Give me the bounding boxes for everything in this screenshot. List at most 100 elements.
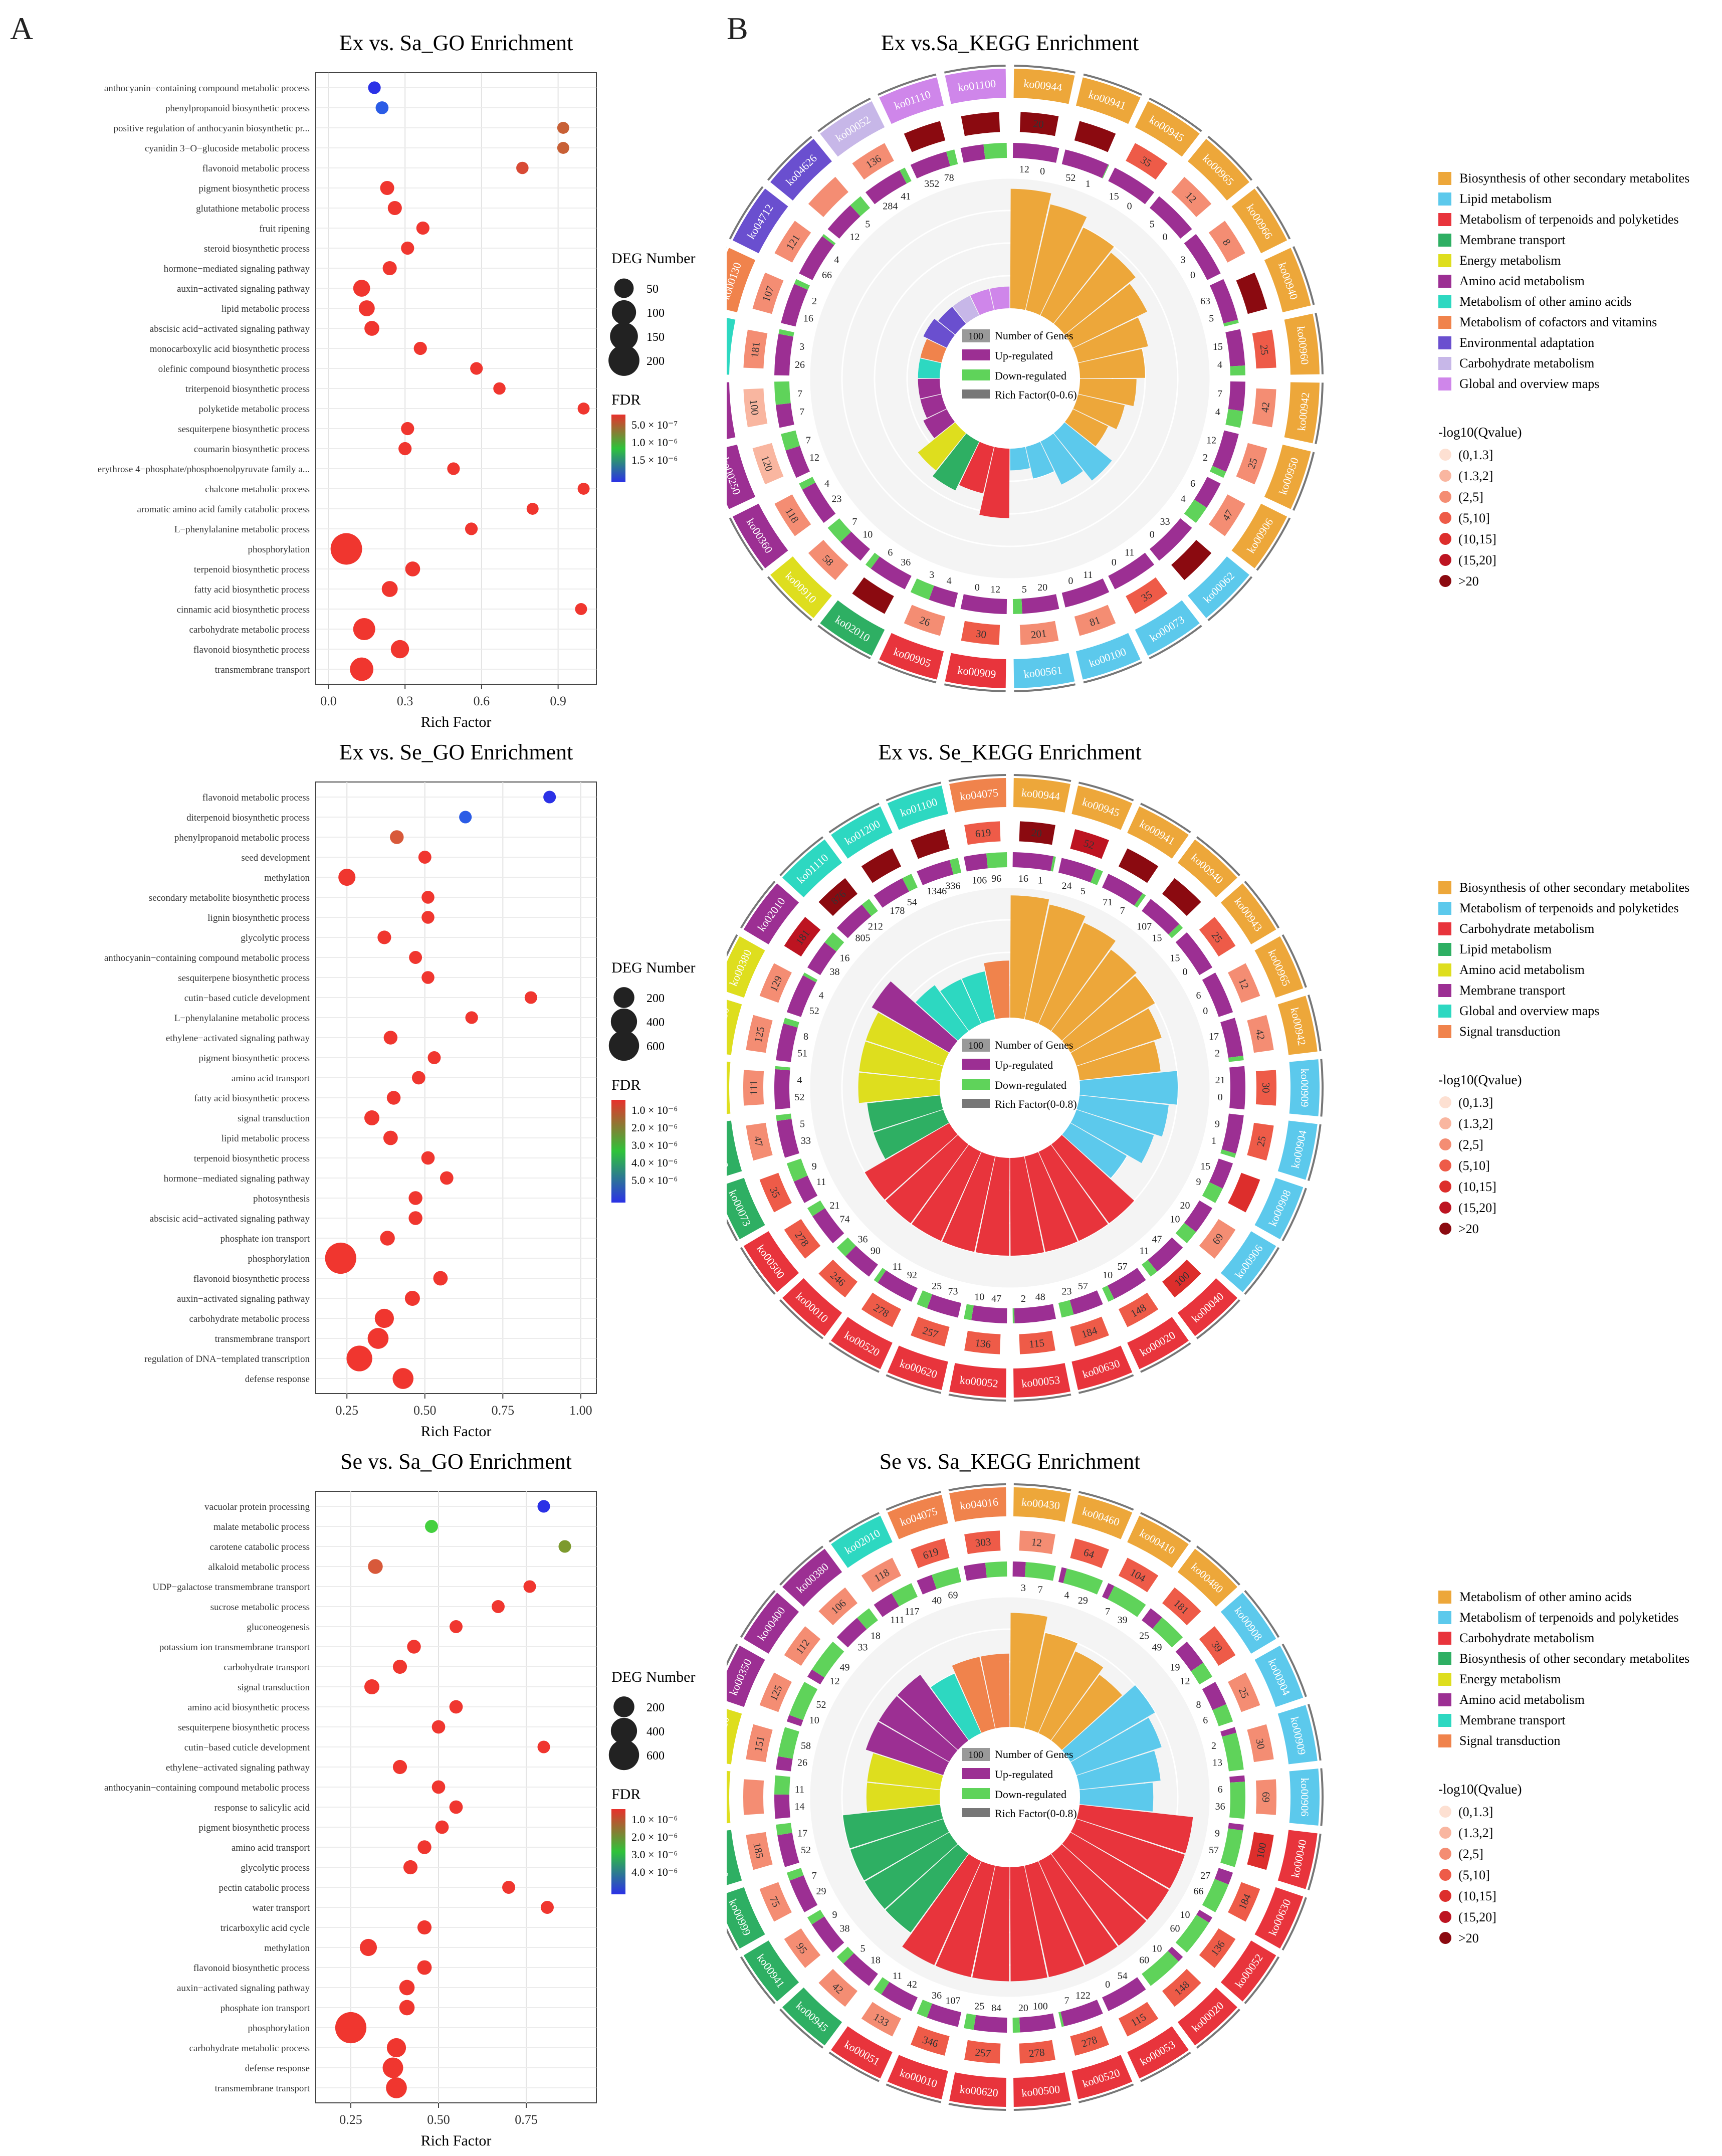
- term-label-signal-transduction: signal transduction: [238, 1113, 310, 1124]
- kegg-genes-ko00905: [904, 605, 946, 636]
- fdr-legend-label: 2.0 × 10⁻⁶: [631, 1831, 678, 1843]
- qvalue-legend-label: (0,1.3]: [1458, 1095, 1493, 1110]
- kegg-term-ko00051: [831, 2026, 893, 2079]
- kegg-down-count-ko00250: 7: [806, 435, 811, 446]
- go-point-amino-acid-biosynthetic-process: [449, 1700, 463, 1714]
- kegg-down-count-ko00941: 9: [832, 1909, 837, 1920]
- qvalue-legend-dot: [1439, 1869, 1451, 1881]
- kegg-up-count-ko00040: 9: [1215, 1828, 1220, 1839]
- kegg-up-ko00965: [1149, 196, 1192, 239]
- kegg-down-ko00500: [807, 1200, 825, 1217]
- qvalue-legend-title: -log10(Qvalue): [1438, 1782, 1522, 1797]
- fdr-legend-label: 1.0 × 10⁻⁶: [631, 436, 678, 449]
- kegg-up-count-ko00940: 52: [801, 1845, 811, 1856]
- kegg-up-ko00904: [1221, 1113, 1244, 1154]
- term-label-methylation: methylation: [264, 873, 310, 883]
- kegg-rich-bar-ko00052: [975, 1156, 1010, 1256]
- kegg-up-count-ko00906: 6: [1190, 478, 1195, 489]
- kegg-rich-bar-ko00620: [942, 1152, 995, 1252]
- go-point-carbohydrate-metabolic-process: [386, 2038, 406, 2058]
- kegg-down-count-ko00100: 0: [1068, 575, 1073, 586]
- kegg-up-count-ko00965: 6: [1196, 990, 1201, 1001]
- term-label-anthocyanin-containing-compound-metabolic-process: anthocyanin−containing compound metaboli…: [104, 953, 310, 963]
- kegg-term-ko00053: [1013, 1363, 1070, 1398]
- kegg-down-ko00942: [1225, 409, 1243, 428]
- kegg-term-ko02010: [831, 1515, 893, 1568]
- kegg-rich-bar-ko01100: [962, 971, 995, 1024]
- kegg-term-ko00073: [716, 1178, 765, 1240]
- kegg-up-count-ko00052: 47: [991, 1293, 1001, 1304]
- qvalue-legend-label: >20: [1458, 1931, 1479, 1945]
- category-legend-label-metabolism-of-other-amino-acids: Metabolism of other amino acids: [1459, 294, 1632, 309]
- kegg-down-count-ko00906: 4: [1181, 494, 1186, 505]
- kegg-rich-bar-ko00010: [935, 1861, 995, 1978]
- kegg-down-ko00380: [774, 381, 791, 405]
- kegg-genes-ko00620: [964, 2040, 1001, 2064]
- go-point-olefinic-compound-biosynthetic-process: [470, 362, 483, 375]
- kegg-scale-ko04075: [948, 774, 1006, 782]
- x-tick-label: 0.75: [515, 2112, 538, 2127]
- kegg-down-count-ko00965: 0: [1163, 232, 1168, 243]
- kegg-scale-ko02010: [740, 881, 776, 929]
- center-hole: [940, 1018, 1080, 1158]
- key-up-label: Up-regulated: [995, 349, 1053, 362]
- kegg-genes-ko00910: [808, 540, 848, 580]
- go-point-glycolytic-process: [377, 930, 391, 944]
- kegg-rich-bar-ko00943: [1062, 975, 1155, 1053]
- kegg-down-ko00942: [1228, 1055, 1244, 1062]
- kegg-up-count-ko00940: 63: [1200, 296, 1210, 307]
- kegg-down-count-ko00520: 7: [1064, 1995, 1069, 2006]
- kegg-term-ko00053: [1127, 2026, 1189, 2079]
- kegg-rich-bar-ko01200: [940, 979, 981, 1031]
- kegg-up-ko01200: [874, 878, 910, 908]
- kegg-rich-bar-ko00630: [1070, 1819, 1185, 1889]
- kegg-up-ko02010: [807, 942, 836, 975]
- term-label-photosynthesis: photosynthesis: [253, 1194, 310, 1204]
- kegg-term-ko00909: [1277, 1705, 1318, 1765]
- key-down-label: Down-regulated: [995, 1079, 1066, 1091]
- kegg-rich-bar-ko00908: [1062, 1685, 1155, 1762]
- kegg-down-ko04075: [931, 1567, 962, 1589]
- kegg-rich-bar-ko00380: [918, 378, 942, 399]
- kegg-term-ko00010: [782, 1278, 842, 1336]
- kegg-up-ko00053: [1102, 1977, 1146, 2011]
- go-point-carbohydrate-transport: [392, 1659, 407, 1674]
- kegg-term-ko00942: [1277, 996, 1318, 1055]
- panel-label-a: A: [10, 11, 34, 46]
- kegg-down-count-ko00460: 29: [1078, 1595, 1088, 1606]
- kegg-up-count-ko00945: 24: [1061, 881, 1071, 892]
- kegg-down-ko00052: [1175, 1914, 1209, 1953]
- kegg-scale-ko00906: [1256, 517, 1291, 571]
- kegg-rich-bar-ko00062: [1053, 422, 1112, 481]
- kegg-rich-bar-ko00941: [1025, 204, 1087, 315]
- go-point-cyanidin-3-o-glucoside-metabolic-process: [557, 142, 569, 154]
- kegg-genes-ko00941: [1074, 121, 1116, 152]
- go-point-pigment-biosynthetic-process: [427, 1051, 441, 1064]
- key-genes-value: 100: [968, 331, 983, 342]
- kegg-up-ko04075: [964, 853, 988, 872]
- deg-legend-label: 400: [647, 1016, 665, 1029]
- kegg-term-ko00380: [716, 936, 765, 998]
- kegg-scale-ko04016: [948, 1483, 1006, 1492]
- kegg-down-count-ko00380: 4: [819, 990, 824, 1001]
- kegg-up-count-ko01100: 1346: [927, 886, 947, 897]
- kegg-down-ko00710: [778, 1727, 799, 1759]
- key-number-of-genes: Number of Genes: [995, 1039, 1073, 1051]
- kegg-term-ko00950: [1264, 444, 1311, 509]
- kegg-term-ko00360: [732, 503, 788, 568]
- go-point-phosphate-ion-transport: [380, 1231, 395, 1246]
- kegg-rich-bar-ko00945: [1040, 227, 1114, 324]
- kegg-rich-bar-ko00945: [885, 1844, 969, 1933]
- kegg-rich-bar-ko00965: [1053, 253, 1136, 335]
- kegg-genes-ko00630: [1070, 1316, 1109, 1346]
- category-legend-label-environmental-adaptation: Environmental adaptation: [1459, 335, 1594, 350]
- kegg-rich-bar-ko00909: [1080, 1071, 1178, 1105]
- kegg-down-count-ko00020: 60: [1139, 1954, 1149, 1966]
- kegg-scale-ko00942: [1307, 995, 1322, 1052]
- kegg-down-count-ko00908: 9: [1196, 1177, 1201, 1188]
- term-label-gluconeogenesis: gluconeogenesis: [247, 1622, 310, 1633]
- kegg-up-ko00966: [1184, 234, 1221, 280]
- go-point-carotene-catabolic-process: [558, 1540, 571, 1553]
- kegg-down-count-ko00940: 15: [1152, 933, 1162, 944]
- kegg-down-ko00360: [799, 477, 816, 490]
